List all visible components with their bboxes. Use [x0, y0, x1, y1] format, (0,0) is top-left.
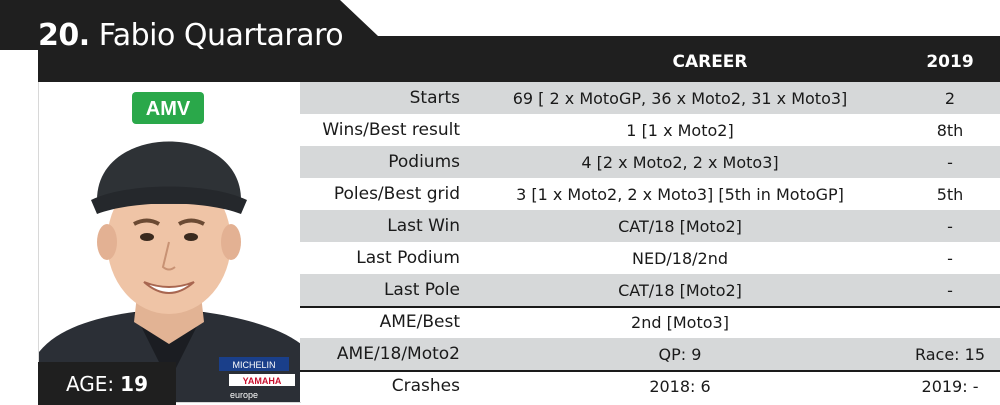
row-label: AME/Best — [379, 312, 460, 332]
rider-number: 20. — [38, 18, 90, 53]
row-career-value: 69 [ 2 x MotoGP, 36 x Moto2, 31 x Moto3] — [512, 88, 848, 108]
age-value: 19 — [120, 371, 149, 396]
table-row: Last Win CAT/18 [Moto2] - — [300, 210, 1000, 242]
row-2019-value: 5th — [936, 184, 964, 204]
row-2019-value: 8th — [936, 120, 964, 140]
section-divider — [300, 306, 1000, 308]
table-row: Last Pole CAT/18 [Moto2] - — [300, 274, 1000, 306]
row-label: Poles/Best grid — [333, 184, 460, 204]
row-label: Wins/Best result — [322, 120, 460, 140]
row-label: Last Pole — [383, 280, 460, 300]
table-row: Starts 69 [ 2 x MotoGP, 36 x Moto2, 31 x… — [300, 82, 1000, 114]
column-header-career: CAREER — [672, 52, 748, 72]
row-career-value: QP: 9 — [658, 344, 702, 364]
column-header-2019: 2019 — [926, 52, 974, 72]
rider-portrait-image: AMV MICHELIN YAMAHA europe — [39, 92, 301, 402]
table-row: Wins/Best result 1 [1 x Moto2] 8th — [300, 114, 1000, 146]
row-career-value: CAT/18 [Moto2] — [618, 280, 742, 300]
age-label: AGE: — [65, 371, 115, 396]
row-label: Last Podium — [356, 248, 460, 268]
rider-photo: AMV MICHELIN YAMAHA europe — [38, 82, 301, 403]
row-label: Last Win — [387, 216, 460, 236]
header-bar-shape — [0, 0, 1000, 82]
row-2019-value: - — [947, 216, 953, 236]
table-row: Crashes 2018: 6 2019: - — [300, 370, 1000, 402]
cap-logo — [132, 92, 204, 124]
section-divider — [300, 370, 1000, 372]
row-career-value: CAT/18 [Moto2] — [618, 216, 742, 236]
jacket-brand-1: MICHELIN — [232, 360, 275, 370]
row-career-value: 2018: 6 — [649, 376, 711, 396]
row-2019-value: - — [947, 152, 953, 172]
table-row: AME/18/Moto2 QP: 9 Race: 15 — [300, 338, 1000, 370]
jacket-brand-3: europe — [230, 390, 258, 400]
row-career-value: 3 [1 x Moto2, 2 x Moto3] [5th in MotoGP] — [516, 184, 844, 204]
stats-table: Starts 69 [ 2 x MotoGP, 36 x Moto2, 31 x… — [300, 82, 1000, 402]
age-badge: AGE: 19 — [38, 362, 176, 405]
row-label: AME/18/Moto2 — [336, 344, 460, 364]
row-2019-value: Race: 15 — [914, 344, 986, 364]
table-row: Poles/Best grid 3 [1 x Moto2, 2 x Moto3]… — [300, 178, 1000, 210]
row-label: Crashes — [391, 376, 460, 396]
row-2019-value: 2019: - — [921, 376, 979, 396]
table-row: AME/Best 2nd [Moto3] — [300, 306, 1000, 338]
row-career-value: 1 [1 x Moto2] — [626, 120, 734, 140]
row-2019-value: - — [947, 248, 953, 268]
table-row: Podiums 4 [2 x Moto2, 2 x Moto3] - — [300, 146, 1000, 178]
row-career-value: NED/18/2nd — [631, 248, 728, 268]
cap-logo-text: AMV — [146, 98, 191, 120]
header-bar: 20. Fabio Quartararo CAREER 2019 — [0, 0, 1000, 82]
row-career-value: 4 [2 x Moto2, 2 x Moto3] — [581, 152, 779, 172]
jacket-brand-2: YAMAHA — [243, 376, 282, 386]
row-2019-value: - — [947, 280, 953, 300]
row-2019-value: 2 — [944, 88, 956, 108]
page-title: 20. Fabio Quartararo — [38, 18, 344, 53]
row-label: Podiums — [388, 152, 460, 172]
row-career-value: 2nd [Moto3] — [631, 312, 729, 332]
row-label: Starts — [409, 88, 460, 108]
table-row: Last Podium NED/18/2nd - — [300, 242, 1000, 274]
rider-name: Fabio Quartararo — [98, 18, 344, 53]
